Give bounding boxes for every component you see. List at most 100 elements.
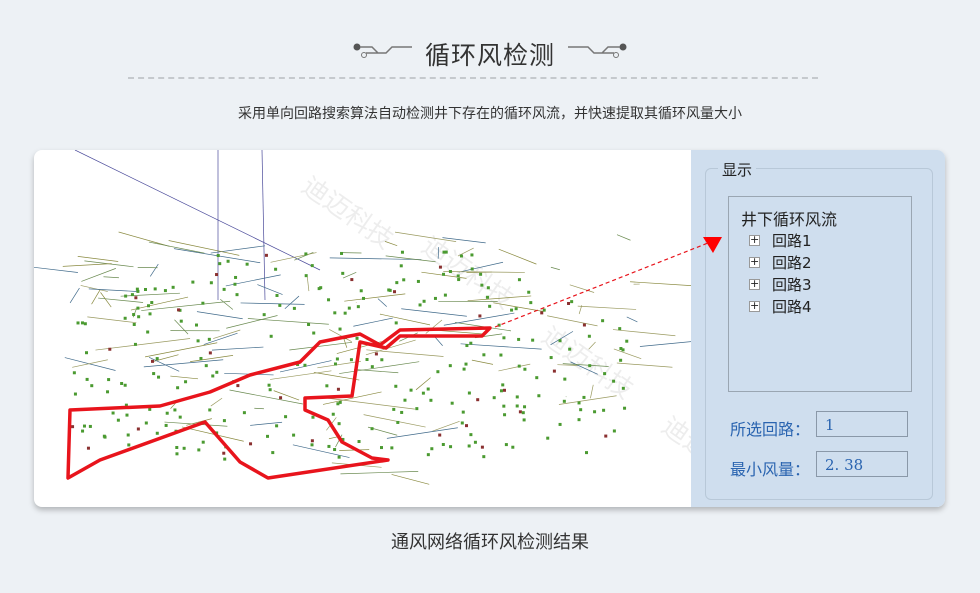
network-node	[336, 402, 340, 406]
network-node	[421, 391, 425, 395]
network-node	[362, 296, 366, 300]
network-branch	[562, 363, 609, 367]
network-node	[438, 265, 442, 269]
tree-item-loop-2[interactable]: + 回路2	[749, 252, 812, 273]
network-node	[587, 334, 591, 338]
network-node	[201, 301, 205, 305]
network-node	[133, 342, 137, 346]
network-branch	[64, 357, 116, 371]
network-branch	[588, 341, 596, 350]
network-node	[567, 301, 571, 305]
network-branch	[181, 426, 244, 442]
network-node	[116, 418, 120, 422]
network-node	[537, 394, 541, 398]
tree-item-loop-1[interactable]: + 回路1	[749, 230, 812, 251]
network-node	[274, 267, 278, 271]
network-node	[278, 303, 282, 307]
network-node	[415, 407, 419, 411]
network-node	[106, 390, 110, 394]
loop-tree[interactable]: 井下循环风流 + 回路1 + 回路2 + 回路3 + 回路4	[728, 196, 912, 392]
network-node	[430, 447, 434, 451]
network-node	[365, 357, 369, 361]
network-branch	[306, 276, 310, 292]
network-node	[336, 387, 340, 391]
network-node	[465, 424, 469, 428]
network-branch	[365, 339, 416, 356]
network-node	[470, 253, 474, 257]
network-node	[394, 321, 398, 325]
network-node	[235, 293, 239, 297]
selected-loop-field[interactable]: 1	[816, 411, 908, 437]
network-node	[579, 408, 583, 412]
network-node	[303, 363, 307, 367]
network-branch	[471, 359, 494, 365]
network-node	[197, 448, 201, 452]
expand-icon[interactable]: +	[749, 277, 760, 290]
display-panel: 显示 井下循环风流 + 回路1 + 回路2 + 回路3 + 回路4 所选回路： 1 最小…	[691, 150, 945, 507]
network-node	[307, 322, 311, 326]
network-node	[399, 264, 403, 268]
network-node	[83, 322, 87, 326]
tree-item-loop-4[interactable]: + 回路4	[749, 296, 812, 317]
network-node	[473, 440, 477, 444]
network-node	[130, 293, 134, 297]
network-node	[469, 341, 473, 345]
network-node	[204, 364, 208, 368]
network-node	[588, 364, 592, 368]
network-node	[442, 272, 446, 276]
network-node	[515, 404, 519, 408]
network-branch	[273, 390, 300, 401]
network-branch	[401, 308, 467, 317]
network-node	[370, 427, 374, 431]
network-branch	[616, 362, 673, 368]
network-node	[157, 375, 161, 379]
network-node	[448, 270, 452, 274]
min-flow-field[interactable]: 2. 38	[816, 451, 908, 477]
page-subtitle: 采用单向回路搜索算法自动检测井下存在的循环风流，并快速提取其循环风量大小	[238, 106, 742, 122]
network-node	[216, 254, 220, 258]
network-node	[582, 395, 586, 399]
network-node	[396, 420, 400, 424]
network-branch	[170, 375, 199, 380]
network-node	[148, 407, 152, 411]
network-node	[442, 250, 446, 254]
network-branch	[292, 444, 350, 458]
network-node	[177, 308, 181, 312]
expand-icon[interactable]: +	[749, 255, 760, 268]
network-node	[349, 358, 353, 362]
network-node	[482, 455, 486, 459]
network-node	[558, 422, 562, 426]
tree-item-loop-3[interactable]: + 回路3	[749, 274, 812, 295]
network-node	[460, 421, 464, 425]
network-node	[125, 413, 129, 417]
network-node	[175, 452, 179, 456]
network-node	[208, 408, 212, 412]
expand-icon[interactable]: +	[749, 299, 760, 312]
network-branch	[289, 341, 353, 351]
network-node	[153, 287, 157, 291]
watermark-logo: 迪迈科技	[656, 411, 691, 495]
network-node	[292, 433, 296, 437]
network-node	[337, 455, 341, 459]
network-node	[222, 287, 226, 291]
network-node	[409, 388, 413, 392]
network-branch	[366, 349, 444, 357]
network-node	[380, 358, 384, 362]
network-node	[480, 445, 484, 449]
tree-item-label: 回路3	[772, 276, 812, 294]
network-branch	[186, 418, 212, 426]
network-branch	[437, 247, 440, 259]
network-node	[86, 446, 90, 450]
network-node	[522, 418, 526, 422]
network-node	[562, 399, 566, 403]
tree-root[interactable]: 井下循环风流	[741, 210, 838, 229]
network-node	[179, 319, 183, 323]
expand-icon[interactable]: +	[749, 233, 760, 246]
network-node	[176, 386, 180, 390]
network-node	[357, 440, 361, 444]
network-node	[134, 296, 138, 300]
network-node	[602, 408, 606, 412]
network-node	[621, 348, 625, 352]
network-branch	[384, 241, 398, 246]
